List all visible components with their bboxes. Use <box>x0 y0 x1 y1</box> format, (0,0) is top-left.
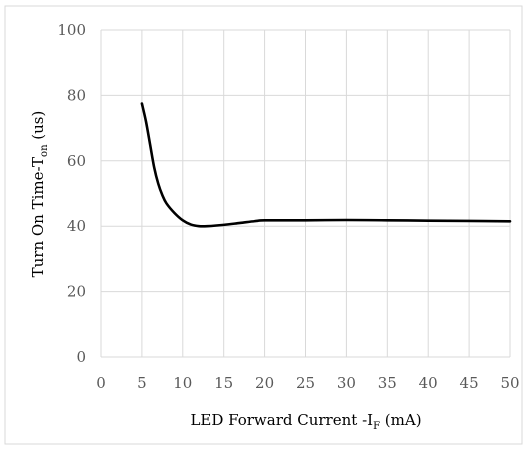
grid-lines <box>100 29 511 358</box>
x-tick-label-6: 30 <box>337 374 356 392</box>
x-axis-title-subscript: F <box>373 421 380 432</box>
x-tick-label-3: 15 <box>214 374 233 392</box>
x-tick-label-10: 50 <box>500 374 519 392</box>
chart-border <box>4 5 523 445</box>
y-tick-label-5: 100 <box>57 21 86 39</box>
x-tick-label-9: 45 <box>460 374 479 392</box>
x-tick-label-1: 5 <box>137 374 147 392</box>
x-tick-label-8: 40 <box>419 374 438 392</box>
x-axis-title-suffix: (mA) <box>380 411 422 429</box>
y-axis-title-prefix: Turn On Time-T <box>29 157 47 277</box>
y-axis-title-suffix: (us) <box>29 111 47 145</box>
x-tick-label-4: 20 <box>255 374 274 392</box>
tick-labels: 0 5 10 15 20 25 30 35 40 45 50 0 20 40 60 80 100 <box>57 21 519 392</box>
y-tick-label-3: 60 <box>67 152 86 170</box>
y-tick-label-4: 80 <box>67 86 86 104</box>
series-layer <box>140 102 512 228</box>
y-tick-label-1: 20 <box>67 283 86 301</box>
x-tick-label-5: 25 <box>296 374 315 392</box>
x-tick-label-2: 10 <box>173 374 192 392</box>
y-axis-title: Turn On Time-Ton (us) <box>29 111 50 278</box>
series-line-0 <box>140 102 512 228</box>
y-tick-label-0: 0 <box>76 348 86 366</box>
y-axis-title-subscript: on <box>39 144 50 157</box>
x-tick-label-7: 35 <box>378 374 397 392</box>
x-axis-title-prefix: LED Forward Current -I <box>190 411 373 429</box>
x-tick-label-0: 0 <box>96 374 106 392</box>
y-tick-label-2: 40 <box>67 217 86 235</box>
x-axis-title: LED Forward Current -IF (mA) <box>190 411 421 432</box>
